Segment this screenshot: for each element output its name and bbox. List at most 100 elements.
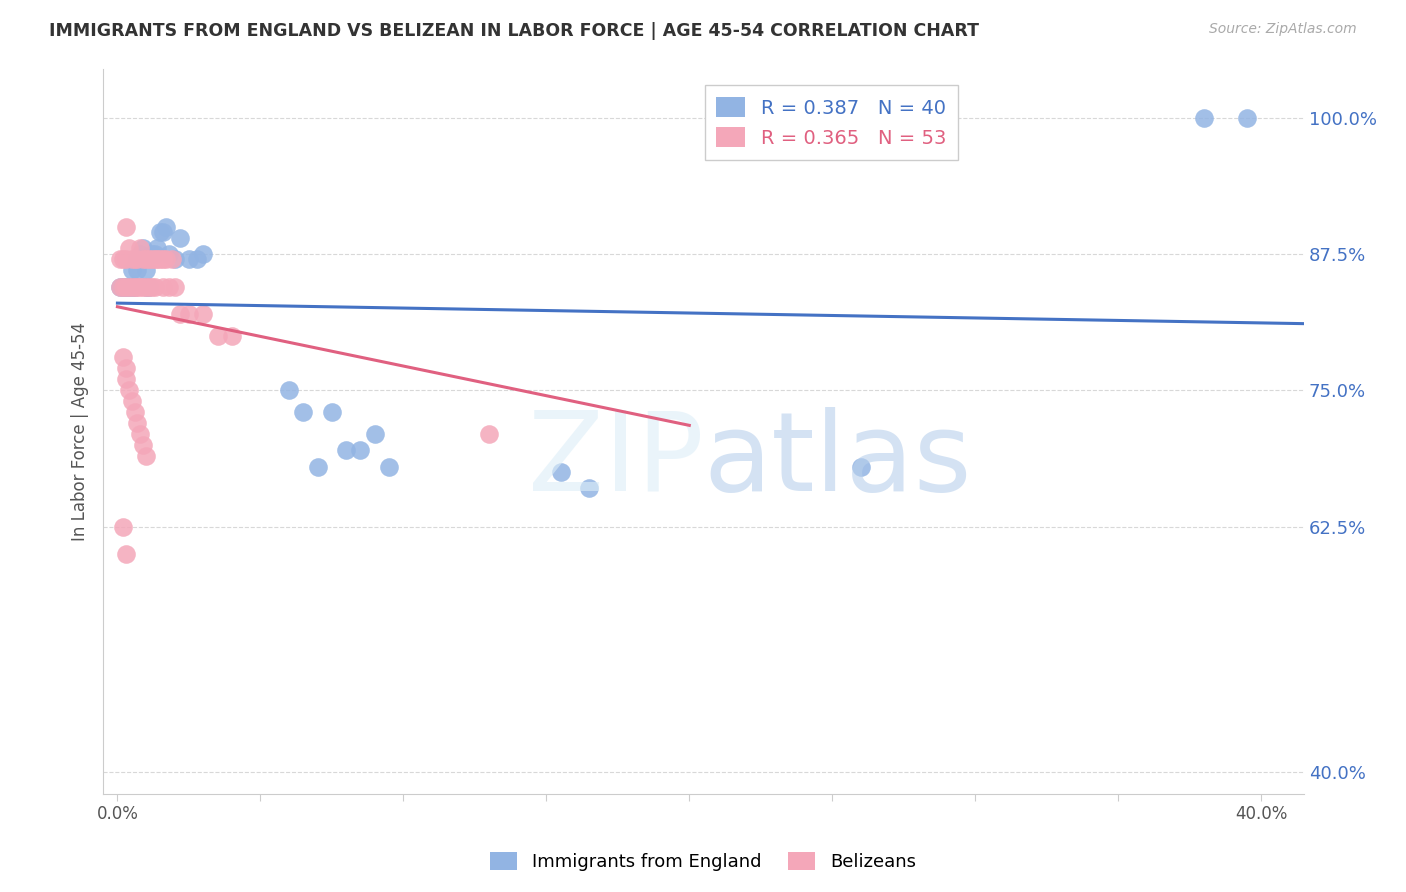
Point	[110, 279, 132, 293]
Point	[132, 252, 155, 267]
Point	[221, 328, 243, 343]
Point	[149, 225, 172, 239]
Point	[127, 252, 149, 267]
Point	[124, 279, 146, 293]
Point	[193, 247, 215, 261]
Point	[550, 465, 572, 479]
Point	[152, 279, 174, 293]
Point	[157, 247, 180, 261]
Point	[118, 242, 141, 256]
Point	[135, 279, 157, 293]
Point	[112, 519, 135, 533]
Point	[127, 252, 149, 267]
Point	[163, 252, 186, 267]
Point	[349, 443, 371, 458]
Text: atlas: atlas	[703, 407, 972, 514]
Point	[1192, 111, 1215, 125]
Point	[143, 247, 166, 261]
Text: ZIP: ZIP	[527, 407, 703, 514]
Point	[115, 279, 138, 293]
Point	[124, 252, 146, 267]
Point	[146, 242, 169, 256]
Point	[138, 279, 160, 293]
Point	[135, 449, 157, 463]
Point	[124, 405, 146, 419]
Point	[157, 279, 180, 293]
Point	[121, 263, 143, 277]
Point	[177, 252, 200, 267]
Point	[163, 279, 186, 293]
Text: IMMIGRANTS FROM ENGLAND VS BELIZEAN IN LABOR FORCE | AGE 45-54 CORRELATION CHART: IMMIGRANTS FROM ENGLAND VS BELIZEAN IN L…	[49, 22, 979, 40]
Point	[135, 263, 157, 277]
Point	[207, 328, 229, 343]
Point	[155, 252, 177, 267]
Point	[121, 394, 143, 409]
Point	[129, 242, 152, 256]
Point	[129, 247, 152, 261]
Point	[155, 219, 177, 234]
Point	[115, 252, 138, 267]
Point	[118, 279, 141, 293]
Point	[160, 252, 183, 267]
Point	[112, 252, 135, 267]
Point	[118, 383, 141, 397]
Point	[115, 361, 138, 376]
Point	[138, 279, 160, 293]
Point	[124, 279, 146, 293]
Point	[141, 247, 163, 261]
Point	[132, 279, 155, 293]
Point	[186, 252, 208, 267]
Point	[478, 426, 501, 441]
Text: Source: ZipAtlas.com: Source: ZipAtlas.com	[1209, 22, 1357, 37]
Point	[141, 252, 163, 267]
Point	[177, 307, 200, 321]
Point	[121, 252, 143, 267]
Point	[149, 252, 172, 267]
Point	[152, 252, 174, 267]
Y-axis label: In Labor Force | Age 45-54: In Labor Force | Age 45-54	[72, 322, 89, 541]
Point	[129, 279, 152, 293]
Point	[129, 252, 152, 267]
Point	[127, 279, 149, 293]
Point	[121, 279, 143, 293]
Point	[135, 252, 157, 267]
Point	[132, 438, 155, 452]
Point	[110, 279, 132, 293]
Point	[578, 481, 600, 495]
Point	[110, 252, 132, 267]
Point	[127, 416, 149, 430]
Point	[115, 372, 138, 386]
Point	[138, 252, 160, 267]
Point	[129, 426, 152, 441]
Point	[115, 279, 138, 293]
Point	[1236, 111, 1258, 125]
Point	[146, 252, 169, 267]
Point	[112, 279, 135, 293]
Point	[193, 307, 215, 321]
Legend: Immigrants from England, Belizeans: Immigrants from England, Belizeans	[482, 845, 924, 879]
Point	[378, 459, 401, 474]
Point	[112, 351, 135, 365]
Point	[115, 219, 138, 234]
Point	[121, 279, 143, 293]
Point	[169, 230, 191, 244]
Point	[849, 459, 872, 474]
Point	[143, 279, 166, 293]
Point	[364, 426, 387, 441]
Point	[115, 547, 138, 561]
Point	[132, 242, 155, 256]
Point	[278, 383, 301, 397]
Point	[141, 279, 163, 293]
Point	[292, 405, 315, 419]
Point	[135, 279, 157, 293]
Point	[118, 279, 141, 293]
Point	[321, 405, 343, 419]
Point	[169, 307, 191, 321]
Point	[127, 263, 149, 277]
Point	[307, 459, 329, 474]
Legend: R = 0.387   N = 40, R = 0.365   N = 53: R = 0.387 N = 40, R = 0.365 N = 53	[704, 86, 957, 160]
Point	[335, 443, 357, 458]
Point	[152, 225, 174, 239]
Point	[112, 279, 135, 293]
Point	[143, 252, 166, 267]
